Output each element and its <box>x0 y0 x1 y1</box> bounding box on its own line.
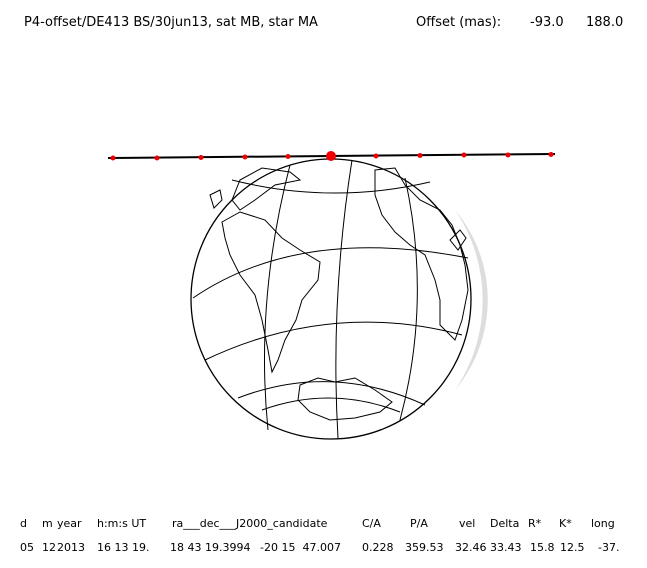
table-cell: 12.5 <box>560 541 585 554</box>
column-header: K* <box>559 517 572 530</box>
offset-label: Offset (mas): <box>416 15 501 30</box>
table-cell: -20 15 47.007 <box>260 541 341 554</box>
title: P4-offset/DE413 BS/30jun13, sat MB, star… <box>24 15 318 30</box>
column-header: vel <box>459 517 475 530</box>
column-header: m <box>42 517 53 530</box>
offset-ra: -93.0 <box>530 15 564 30</box>
table-cell: -37. <box>598 541 619 554</box>
column-header: d <box>20 517 27 530</box>
table-row: 05 12 2013 16 13 19. 18 43 19.3994 -20 15 47.… <box>20 541 619 554</box>
table-cell: 05 <box>20 541 34 554</box>
table-cell: 12 <box>42 541 56 554</box>
column-header: long <box>591 517 615 530</box>
table-cell: 15.8 <box>530 541 555 554</box>
globe <box>190 158 488 440</box>
column-header: year <box>57 517 82 530</box>
table-cell: 33.43 <box>490 541 522 554</box>
table-cell: 16 13 19. <box>97 541 149 554</box>
column-header: R* <box>528 517 542 530</box>
table-cell: 32.46 <box>455 541 487 554</box>
column-header: P/A <box>410 517 428 530</box>
offset-dec: 188.0 <box>586 15 623 30</box>
table-cell: 0.228 <box>362 541 394 554</box>
column-header: C/A <box>362 517 381 530</box>
column-header: ra___dec___J2000_candidate <box>172 517 328 530</box>
table-cell: 2013 <box>57 541 85 554</box>
table-header: d m year h:m:s UT ra___dec___J2000_candidate… <box>20 517 615 530</box>
column-header: Delta <box>490 517 519 530</box>
column-header: h:m:s UT <box>97 517 146 530</box>
shadow-path <box>107 151 556 161</box>
table-cell: 18 43 19.3994 <box>170 541 250 554</box>
table-cell: 359.53 <box>405 541 444 554</box>
